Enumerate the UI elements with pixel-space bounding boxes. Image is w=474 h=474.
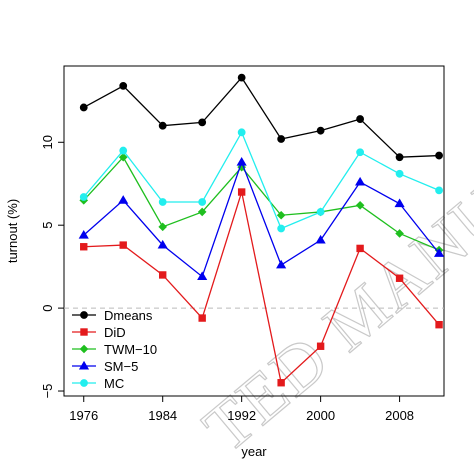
legend-item-twm-10: TWM−10 [72,342,157,357]
y-tick-label: −5 [40,384,55,399]
series-sm-5 [78,156,445,281]
y-axis: −5 0 5 10 [40,135,64,398]
data-point-sm-5 [78,229,89,239]
series-line-did [83,189,440,384]
y-tick-label: 5 [40,222,55,229]
data-point-did [237,188,246,196]
x-tick-label: 2008 [385,408,414,423]
x-tick-label: 2000 [306,408,335,423]
series-line-dmeans [83,76,440,158]
data-point-twm-10 [276,210,286,220]
data-point-dmeans [277,135,286,143]
y-axis-title: turnout (%) [5,199,20,263]
data-point-mc [435,186,443,195]
legend-swatch-marker [80,379,88,387]
y-tick-label: 0 [40,304,55,311]
data-point-twm-10 [158,222,168,232]
legend-label: MC [104,376,124,391]
x-axis-title: year [241,444,267,459]
data-point-sm-5 [236,156,247,166]
legend-label: Dmeans [104,308,153,323]
data-point-mc [277,224,286,233]
series-dmeans [79,73,443,162]
legend-label: DiD [104,325,126,340]
legend-swatch-marker [80,328,88,336]
data-point-did [277,379,285,387]
legend-label: TWM−10 [104,342,157,357]
legend-swatch-marker [80,311,88,319]
data-point-dmeans [119,81,128,90]
data-point-dmeans [395,153,404,162]
x-tick-label: 1992 [227,408,256,423]
data-point-dmeans [435,151,443,160]
data-point-dmeans [316,126,325,135]
data-point-dmeans [79,103,88,112]
data-point-mc [356,148,365,157]
data-point-dmeans [198,118,207,127]
data-point-twm-10 [355,200,365,210]
data-point-mc [119,146,128,155]
series-line-twm-10 [83,156,440,251]
data-point-sm-5 [315,234,326,244]
data-point-sm-5 [197,271,208,281]
data-point-did [80,243,88,251]
series-twm-10 [79,152,444,255]
legend: Dmeans DiD TWM−10 SM−5 MC [72,308,157,391]
data-point-sm-5 [118,195,129,204]
data-point-dmeans [237,73,246,82]
x-tick-label: 1984 [148,408,177,423]
data-point-did [356,244,364,253]
data-point-did [159,271,167,279]
data-point-twm-10 [197,207,207,217]
data-point-mc [316,208,325,216]
data-point-did [435,320,443,329]
x-axis: 1976 1984 1992 2000 2008 [69,396,414,423]
data-point-twm-10 [395,229,404,238]
series-line-sm-5 [83,160,440,278]
data-point-did [316,342,325,350]
data-point-sm-5 [157,239,168,249]
data-point-mc [79,193,88,201]
series-layer [78,73,445,387]
x-tick-label: 1976 [69,408,98,423]
legend-swatch-marker [78,360,90,370]
data-point-sm-5 [355,176,366,186]
y-tick-label: 10 [40,135,55,149]
data-point-sm-5 [276,259,287,269]
legend-item-sm-5: SM−5 [72,359,138,374]
plot-frame [63,65,445,397]
series-did [80,188,443,387]
legend-item-did: DiD [72,325,126,340]
data-point-did [119,241,127,249]
legend-item-mc: MC [72,376,124,391]
data-point-sm-5 [433,248,445,257]
data-point-mc [395,169,404,178]
series-mc [79,128,443,233]
legend-item-dmeans: Dmeans [72,308,153,323]
data-point-mc [158,198,167,206]
data-point-dmeans [356,115,365,123]
data-point-mc [237,128,246,137]
legend-label: SM−5 [104,359,138,374]
data-point-sm-5 [394,198,405,208]
legend-swatch-marker [79,344,89,354]
series-line-mc [83,130,440,230]
data-point-mc [198,198,207,206]
data-point-did [198,314,206,322]
data-point-dmeans [158,121,167,130]
data-point-twm-10 [118,152,128,162]
data-point-did [395,274,404,282]
